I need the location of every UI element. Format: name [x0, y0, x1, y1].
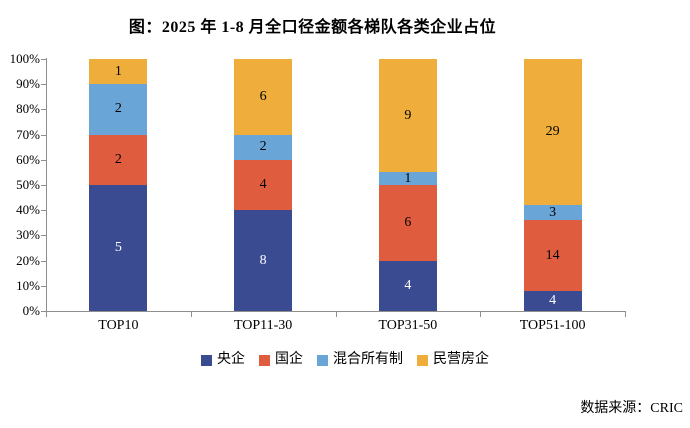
- segment-value-label: 3: [549, 204, 557, 220]
- segment-value-label: 8: [259, 252, 267, 268]
- x-axis-tick: [625, 312, 626, 317]
- y-axis-tick: [41, 84, 46, 86]
- bar-segment-民营房企: 9: [378, 59, 437, 173]
- bar-segment-混合所有制: 2: [234, 134, 293, 160]
- segment-value-label: 4: [404, 277, 412, 293]
- y-axis-tick: [41, 210, 46, 212]
- y-axis-label: 40%: [16, 202, 40, 218]
- y-axis-label: 100%: [9, 51, 40, 66]
- bar-segment-混合所有制: 3: [523, 204, 582, 221]
- segment-value-label: 5: [114, 240, 122, 255]
- x-axis-label-TOP51-100: TOP51-100: [519, 318, 586, 333]
- bar-segment-民营房企: 1: [89, 59, 148, 85]
- bar-slot-TOP10: 1 2 2 5: [46, 59, 191, 311]
- bar-segment-混合所有制: 2: [89, 84, 148, 135]
- y-axis-line: [46, 58, 47, 312]
- legend-swatch-icon: [317, 354, 328, 366]
- x-axis-tick: [480, 312, 482, 317]
- bar-segment-央企: 4: [378, 260, 437, 311]
- segment-value-label: 2: [114, 101, 122, 117]
- bar-segment-央企: 4: [523, 290, 582, 311]
- y-axis-label: 90%: [16, 76, 40, 92]
- y-axis-label: 30%: [16, 227, 40, 243]
- legend: 央企 国企 混合所有制 民营房企: [0, 353, 690, 367]
- y-axis-label: 60%: [16, 151, 40, 167]
- x-axis-line: [46, 311, 626, 312]
- x-axis-label-TOP11-30: TOP11-30: [233, 318, 293, 333]
- y-axis-tick: [41, 235, 46, 237]
- bar-segment-央企: 5: [89, 185, 148, 311]
- bar-segment-国企: 14: [523, 220, 582, 291]
- segment-value-label: 14: [545, 247, 560, 263]
- bar-segment-央企: 8: [234, 210, 293, 311]
- segment-value-label: 9: [404, 107, 412, 123]
- legend-label: 民营房企: [433, 352, 489, 367]
- y-axis-tick: [41, 285, 46, 287]
- y-axis-label: 80%: [16, 101, 40, 117]
- segment-value-label: 29: [545, 124, 560, 140]
- y-axis-label: 0%: [22, 303, 40, 318]
- bar-slot-TOP51-100: 29 3 14 4: [480, 59, 625, 311]
- bar-slot-TOP11-30: 6 2 4 8: [191, 59, 336, 311]
- stacked-bar-TOP31-50: 9 1 6 4: [378, 59, 437, 311]
- legend-item-国企: 国企: [259, 353, 303, 367]
- y-axis-label: 70%: [16, 126, 40, 142]
- x-axis-tick: [46, 312, 47, 317]
- bar-segment-民营房企: 6: [234, 59, 293, 135]
- x-axis-label-TOP31-50: TOP31-50: [378, 318, 438, 333]
- stacked-bar-TOP51-100: 29 3 14 4: [523, 59, 582, 311]
- bar-segment-民营房企: 29: [523, 59, 582, 206]
- segment-value-label: 1: [404, 170, 412, 186]
- legend-swatch-icon: [201, 354, 212, 366]
- legend-swatch-icon: [417, 354, 428, 366]
- y-axis-tick: [41, 185, 46, 186]
- segment-value-label: 2: [259, 139, 267, 155]
- chart-title: 图：2025 年 1-8 月全口径金额各梯队各类企业占位: [128, 19, 497, 36]
- y-axis-label: 20%: [16, 252, 40, 268]
- x-axis-tick: [190, 312, 192, 317]
- bar-slot-TOP31-50: 9 1 6 4: [336, 59, 481, 311]
- y-axis-label: 50%: [16, 177, 40, 192]
- x-axis-tick: [335, 312, 337, 317]
- segment-value-label: 4: [259, 177, 267, 192]
- x-axis-label-TOP10: TOP10: [98, 318, 139, 333]
- data-source: 数据来源：CRIC: [580, 401, 683, 416]
- y-axis-tick: [41, 260, 46, 262]
- segment-value-label: 6: [259, 88, 267, 104]
- bar-segment-国企: 4: [234, 159, 293, 211]
- legend-item-民营房企: 民营房企: [417, 353, 489, 367]
- legend-item-混合所有制: 混合所有制: [317, 353, 403, 367]
- stacked-bar-TOP11-30: 6 2 4 8: [234, 59, 293, 311]
- segment-value-label: 4: [549, 292, 557, 308]
- y-axis-label: 10%: [16, 277, 40, 293]
- bar-segment-国企: 2: [89, 134, 148, 185]
- y-axis-tick: [41, 311, 46, 312]
- segment-value-label: 1: [114, 63, 122, 79]
- stacked-bar-TOP10: 1 2 2 5: [89, 59, 148, 311]
- legend-label: 混合所有制: [333, 352, 403, 367]
- y-axis-tick: [41, 134, 46, 136]
- legend-item-央企: 央企: [201, 353, 245, 367]
- y-axis-tick: [41, 109, 46, 111]
- segment-value-label: 6: [404, 214, 412, 230]
- legend-swatch-icon: [259, 354, 270, 366]
- y-axis-tick: [41, 59, 46, 60]
- segment-value-label: 2: [114, 151, 122, 167]
- y-axis-tick: [41, 159, 46, 161]
- legend-label: 央企: [217, 352, 245, 367]
- bar-segment-混合所有制: 1: [378, 170, 437, 186]
- bar-segment-国企: 6: [378, 185, 437, 261]
- legend-label: 国企: [275, 352, 303, 367]
